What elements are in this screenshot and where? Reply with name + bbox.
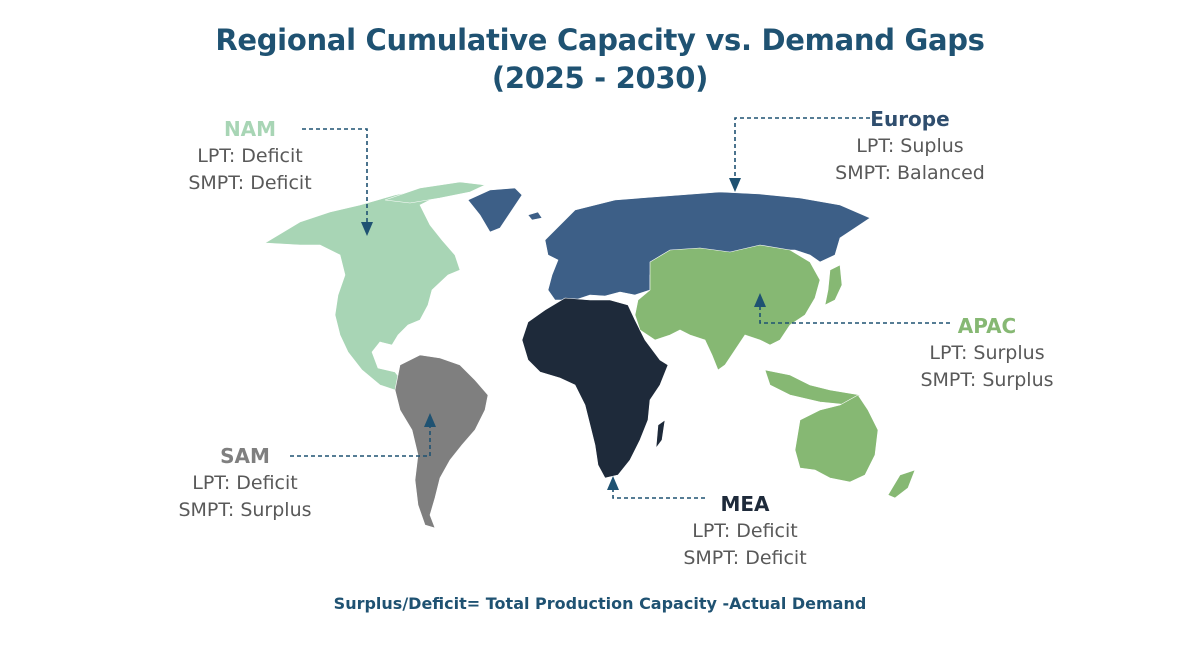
region-smpt-europe: SMPT: Balanced xyxy=(835,162,985,184)
leader-line-europe xyxy=(734,117,870,180)
region-name-nam: NAM xyxy=(223,117,277,141)
new-zealand xyxy=(887,469,916,499)
formula-note: Surplus/Deficit= Total Production Capaci… xyxy=(333,594,867,613)
region-lpt-sam: LPT: Deficit xyxy=(192,472,298,494)
chart-title: Regional Cumulative Capacity vs. Demand … xyxy=(215,23,985,57)
leader-lines xyxy=(290,117,950,499)
region-smpt-apac: SMPT: Surplus xyxy=(920,369,1054,391)
asia-landmass xyxy=(634,244,821,371)
region-lpt-nam: LPT: Deficit xyxy=(197,145,303,167)
region-name-europe: Europe xyxy=(870,107,950,131)
region-label-apac: APAC LPT: Surplus SMPT: Surplus xyxy=(902,313,1072,394)
madagascar xyxy=(655,419,666,450)
region-label-europe: Europe LPT: Suplus SMPT: Balanced xyxy=(820,106,1000,187)
region-lpt-apac: LPT: Surplus xyxy=(929,342,1045,364)
arrow-europe-icon xyxy=(729,178,741,192)
region-mea-shape[interactable] xyxy=(521,297,669,479)
region-lpt-mea: LPT: Deficit xyxy=(692,520,798,542)
australia-landmass xyxy=(794,394,879,483)
greenland-landmass xyxy=(467,187,523,233)
region-name-mea: MEA xyxy=(720,492,770,516)
japan xyxy=(824,264,843,306)
region-label-mea: MEA LPT: Deficit SMPT: Deficit xyxy=(665,491,825,572)
africa-landmass xyxy=(521,297,669,479)
region-name-sam: SAM xyxy=(220,444,270,468)
region-smpt-mea: SMPT: Deficit xyxy=(683,547,807,569)
region-sam-shape[interactable] xyxy=(394,354,489,529)
region-label-nam: NAM LPT: Deficit SMPT: Deficit xyxy=(180,116,320,197)
arctic-islands xyxy=(384,181,487,204)
arrow-mea-icon xyxy=(607,476,619,490)
south-america-landmass xyxy=(394,354,489,529)
leader-line-nam xyxy=(302,128,368,225)
region-smpt-sam: SMPT: Surplus xyxy=(178,499,312,521)
arrow-apac-icon xyxy=(754,293,766,307)
chart-subtitle-years: (2025 - 2030) xyxy=(491,61,709,95)
leader-line-mea xyxy=(612,488,705,499)
region-smpt-nam: SMPT: Deficit xyxy=(188,172,312,194)
iceland xyxy=(527,211,543,221)
region-label-sam: SAM LPT: Deficit SMPT: Surplus xyxy=(165,443,325,524)
region-lpt-europe: LPT: Suplus xyxy=(856,135,964,157)
southeast-asia-islands xyxy=(764,369,861,406)
leader-line-sam xyxy=(290,425,431,457)
region-nam-shape[interactable] xyxy=(264,181,487,391)
region-name-apac: APAC xyxy=(957,314,1017,338)
arrow-nam-icon xyxy=(361,222,373,236)
leader-line-apac xyxy=(759,305,950,324)
arrow-sam-icon xyxy=(424,413,436,427)
region-apac-shape[interactable] xyxy=(634,244,916,499)
